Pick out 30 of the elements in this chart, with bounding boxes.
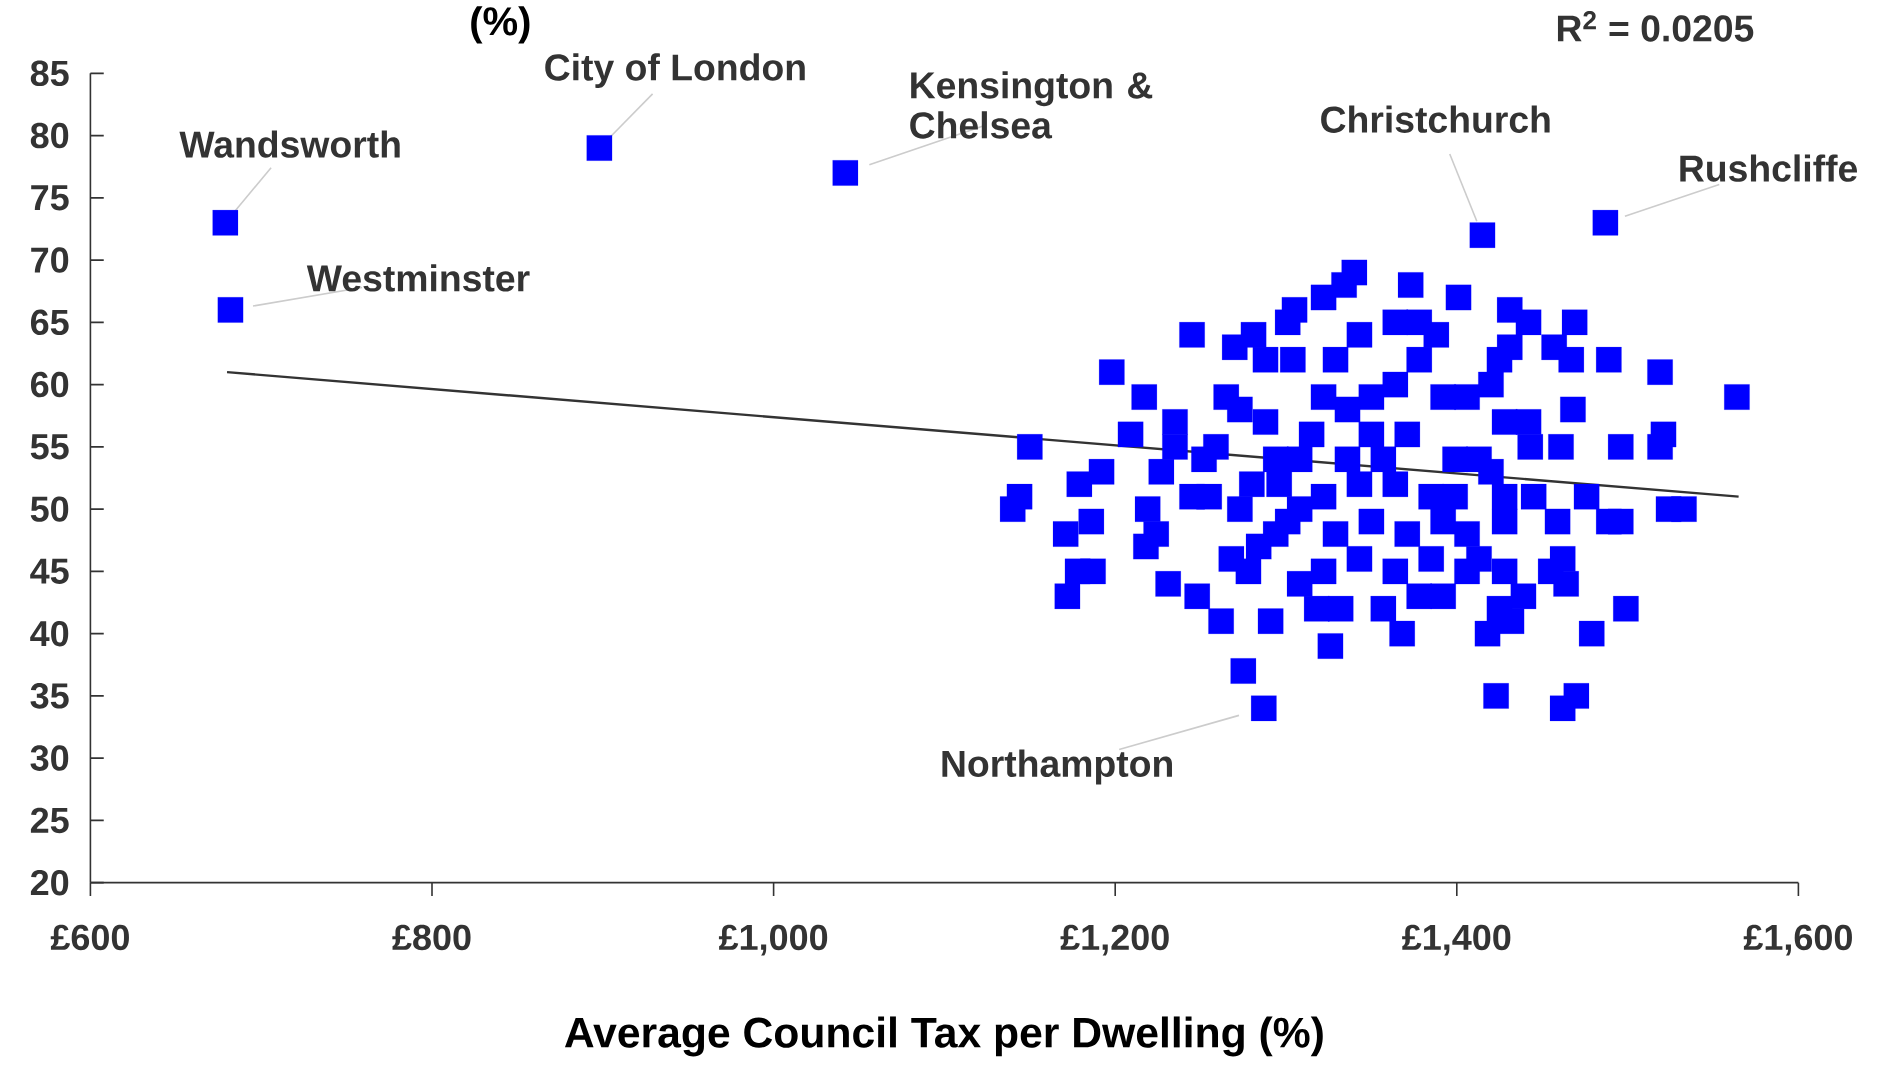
x-tick-label: £800 xyxy=(392,924,471,951)
x-tick-label: £600 xyxy=(50,924,129,951)
y-tick-label: 80 xyxy=(30,122,69,149)
annotation: Christchurch xyxy=(1321,105,1550,133)
annotation: City of London xyxy=(545,53,805,89)
y-tick-label: 20 xyxy=(30,869,69,896)
x-tick-label: £1,400 xyxy=(1402,924,1511,956)
x-tick-label: £1,000 xyxy=(718,924,828,956)
y-tick-label: 25 xyxy=(30,807,69,834)
y-tick-label: 35 xyxy=(30,683,69,709)
annotation: Northampton xyxy=(942,749,1172,785)
annotation: Westminster xyxy=(306,264,530,292)
x-tick-label: £1,200 xyxy=(1060,924,1169,956)
y-tick-label: 30 xyxy=(30,745,69,771)
y-tick-label: 70 xyxy=(31,247,69,273)
y-tick-label: 45 xyxy=(30,558,69,584)
y-tick-label: 75 xyxy=(31,185,69,211)
annotation: Kensington & Chelsea xyxy=(910,71,1153,139)
text: R$^{2}$ = 0.0205 xyxy=(1557,11,1754,42)
y-tick-label: 65 xyxy=(30,309,69,336)
annotation: Rushcliffe xyxy=(1680,154,1858,182)
x-axis-title: Average Council Tax per Dwelling (%) xyxy=(564,1016,1323,1057)
x-tick-label: £1,600 xyxy=(1743,924,1852,956)
y-tick-label: 40 xyxy=(30,620,69,647)
y-tick-label: 85 xyxy=(30,60,69,87)
annotation: Wandsworth xyxy=(179,130,400,158)
y-tick-label: 60 xyxy=(30,371,69,398)
y-axis-title: (%) xyxy=(471,6,530,44)
y-tick-label: 50 xyxy=(30,496,69,522)
y-tick-label: 55 xyxy=(30,434,69,460)
